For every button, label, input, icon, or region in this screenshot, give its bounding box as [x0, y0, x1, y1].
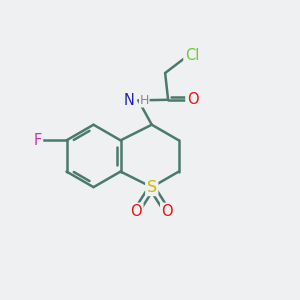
Text: H: H: [140, 94, 149, 107]
Text: O: O: [130, 204, 142, 219]
Text: F: F: [34, 133, 42, 148]
Text: O: O: [161, 204, 173, 219]
Text: Cl: Cl: [185, 48, 199, 63]
Text: S: S: [147, 180, 157, 195]
Text: O: O: [187, 92, 198, 107]
Text: N: N: [124, 93, 134, 108]
